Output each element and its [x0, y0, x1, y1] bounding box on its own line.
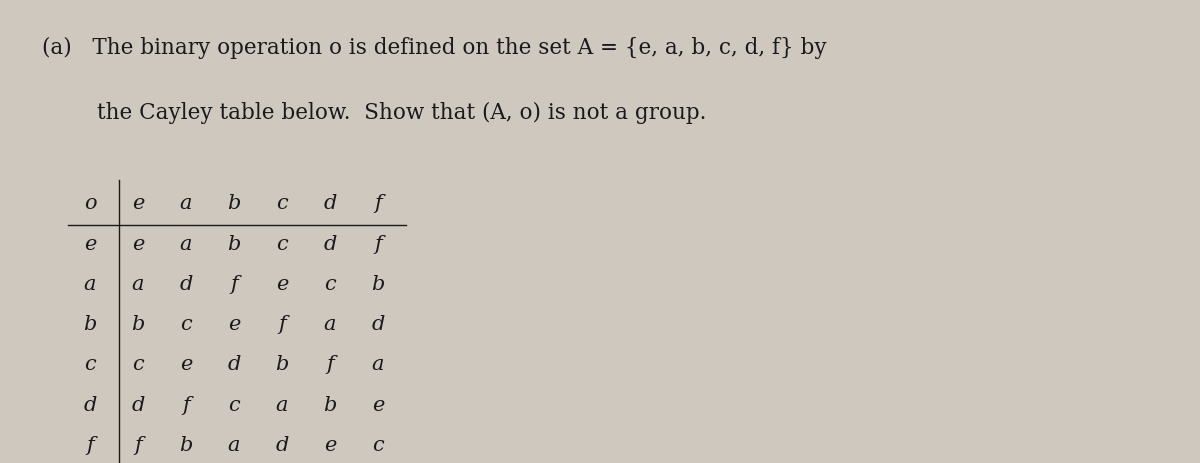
Text: c: c — [372, 436, 384, 455]
Text: c: c — [276, 234, 288, 254]
Text: b: b — [227, 234, 241, 254]
Text: d: d — [131, 395, 145, 415]
Text: (a)   The binary operation o is defined on the set A = {e, a, b, c, d, f} by: (a) The binary operation o is defined on… — [42, 37, 827, 59]
Text: b: b — [131, 315, 145, 334]
Text: e: e — [372, 395, 384, 415]
Text: d: d — [275, 436, 289, 455]
Text: a: a — [372, 355, 384, 375]
Text: c: c — [324, 275, 336, 294]
Text: e: e — [180, 355, 192, 375]
Text: a: a — [228, 436, 240, 455]
Text: d: d — [83, 395, 97, 415]
Text: f: f — [230, 275, 238, 294]
Text: d: d — [323, 234, 337, 254]
Text: b: b — [179, 436, 193, 455]
Text: e: e — [324, 436, 336, 455]
Text: c: c — [228, 395, 240, 415]
Text: the Cayley table below.  Show that (A, o) is not a group.: the Cayley table below. Show that (A, o)… — [42, 102, 707, 124]
Text: f: f — [326, 355, 334, 375]
Text: c: c — [132, 355, 144, 375]
Text: f: f — [374, 234, 382, 254]
Text: f: f — [86, 436, 94, 455]
Text: e: e — [132, 234, 144, 254]
Text: b: b — [83, 315, 97, 334]
Text: a: a — [324, 315, 336, 334]
Text: b: b — [227, 194, 241, 213]
Text: a: a — [180, 194, 192, 213]
Text: f: f — [374, 194, 382, 213]
Text: c: c — [84, 355, 96, 375]
Text: d: d — [323, 194, 337, 213]
Text: b: b — [371, 275, 385, 294]
Text: d: d — [227, 355, 241, 375]
Text: e: e — [276, 275, 288, 294]
Text: a: a — [180, 234, 192, 254]
Text: e: e — [132, 194, 144, 213]
Text: a: a — [84, 275, 96, 294]
Text: c: c — [180, 315, 192, 334]
Text: d: d — [179, 275, 193, 294]
Text: f: f — [182, 395, 190, 415]
Text: f: f — [278, 315, 286, 334]
Text: b: b — [275, 355, 289, 375]
Text: d: d — [371, 315, 385, 334]
Text: e: e — [84, 234, 96, 254]
Text: a: a — [132, 275, 144, 294]
Text: c: c — [276, 194, 288, 213]
Text: f: f — [134, 436, 142, 455]
Text: b: b — [323, 395, 337, 415]
Text: e: e — [228, 315, 240, 334]
Text: o: o — [84, 194, 96, 213]
Text: a: a — [276, 395, 288, 415]
